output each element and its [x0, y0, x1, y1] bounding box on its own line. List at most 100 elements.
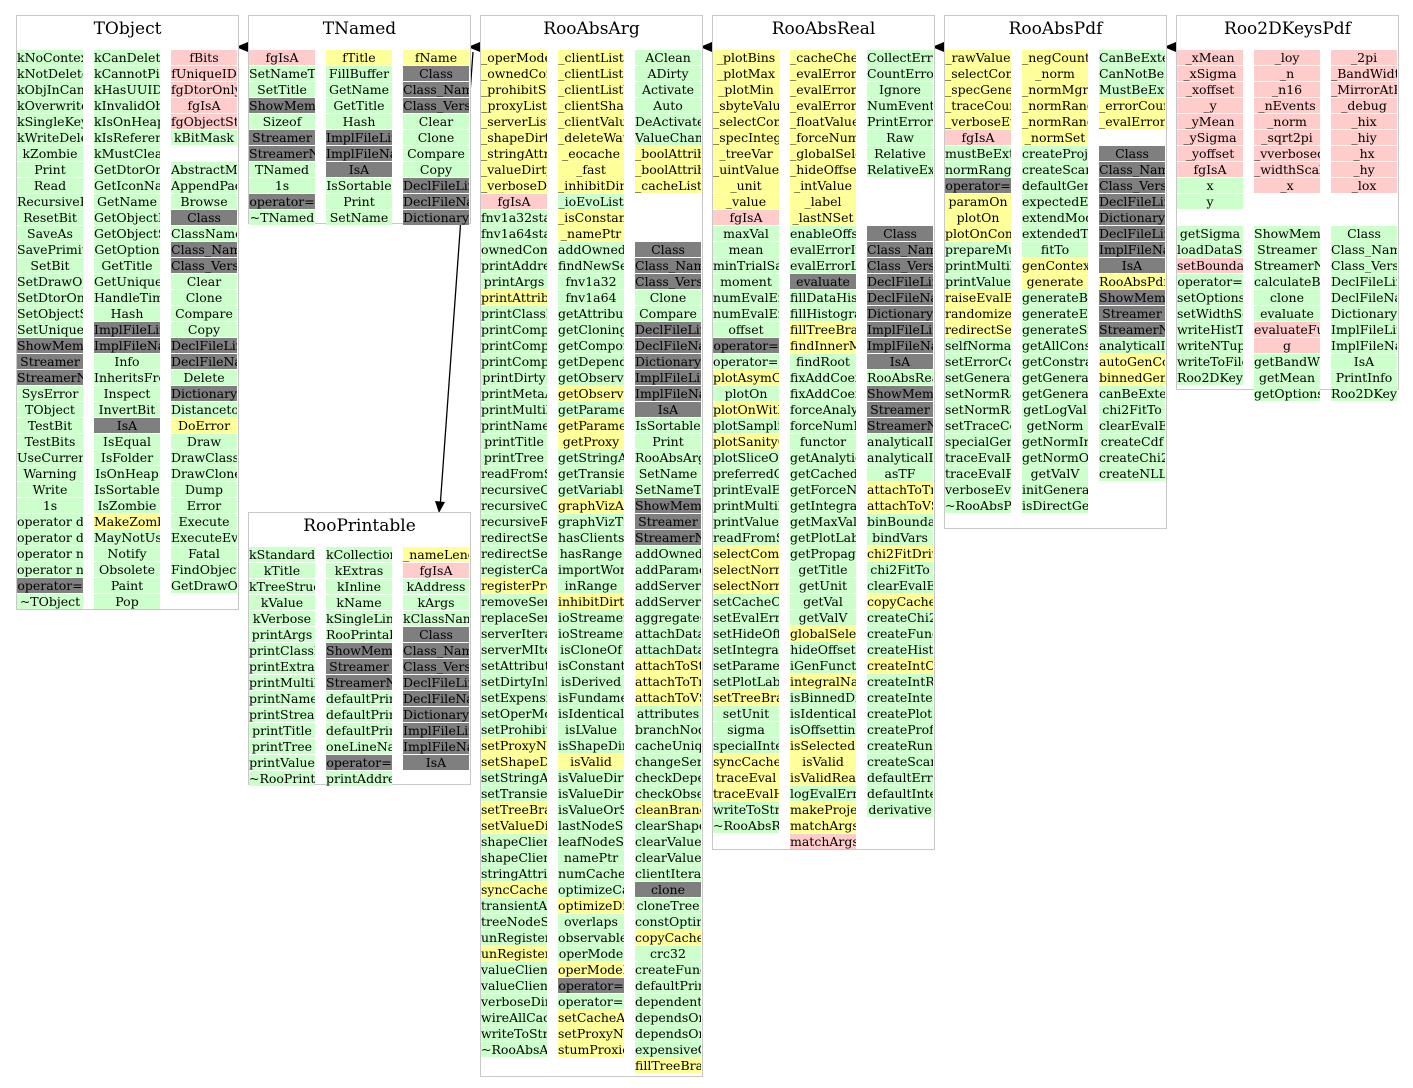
member-cell[interactable]: _norm [1022, 66, 1088, 81]
member-cell[interactable]: analyticalIntegral [867, 434, 933, 449]
member-cell[interactable]: Paint [94, 578, 160, 593]
member-cell[interactable]: cleanBranchNames [635, 802, 701, 817]
member-cell[interactable]: findRoot [790, 354, 856, 369]
member-cell[interactable]: expensiveObjectCache [635, 1042, 701, 1057]
member-cell[interactable]: maxVal [713, 226, 779, 241]
member-cell[interactable]: paramOn [945, 194, 1011, 209]
member-cell[interactable]: IsSortable [94, 482, 160, 497]
member-cell[interactable]: defaultErrorLevel [867, 770, 933, 785]
member-cell[interactable]: setProxyNormSet [558, 1026, 624, 1041]
member-cell[interactable]: Clone [403, 130, 469, 145]
member-cell[interactable]: evalErrorLoggingMode [790, 258, 856, 273]
member-cell[interactable]: kOverwrite [17, 98, 83, 113]
member-cell[interactable]: _serverList [481, 114, 547, 129]
member-cell[interactable]: ~RooAbsReal [713, 818, 779, 833]
member-cell[interactable]: Class_Name [867, 242, 933, 257]
member-cell[interactable]: ~TObject [17, 594, 83, 609]
member-cell[interactable]: _fast [558, 162, 624, 177]
member-cell[interactable]: printTree [249, 739, 315, 754]
member-cell[interactable]: _treeVar [713, 146, 779, 161]
member-cell[interactable]: operator= [17, 578, 83, 593]
member-cell[interactable]: Copy [403, 162, 469, 177]
member-cell[interactable]: TestBits [17, 434, 83, 449]
member-cell[interactable]: checkDependents [635, 770, 701, 785]
member-cell[interactable]: valueClientMIterator [481, 978, 547, 993]
member-cell[interactable]: _lox [1331, 178, 1397, 193]
member-cell[interactable]: fgIsA [403, 563, 469, 578]
member-cell[interactable]: namePtr [558, 850, 624, 865]
member-cell[interactable]: analyticalIntegralWN [867, 450, 933, 465]
member-cell[interactable]: clone [1254, 290, 1320, 305]
member-cell[interactable]: printCompactTree [481, 322, 547, 337]
member-cell[interactable]: syncCache [481, 882, 547, 897]
member-cell[interactable]: 1s [249, 178, 315, 193]
member-cell[interactable]: DeclFileName [635, 338, 701, 353]
member-cell[interactable]: writeHistToFile [1177, 322, 1243, 337]
member-cell[interactable]: branchNodeServerList [635, 722, 701, 737]
member-cell[interactable]: IsZombie [94, 498, 160, 513]
member-cell[interactable]: HandleTimer [94, 290, 160, 305]
member-cell[interactable]: getParameters [558, 402, 624, 417]
member-cell[interactable]: _globalSelectComp [790, 146, 856, 161]
member-cell[interactable]: GetDtorOnly [94, 162, 160, 177]
member-cell[interactable]: Class_Version [1331, 258, 1397, 273]
member-cell[interactable]: stumProxies [558, 1042, 624, 1057]
member-cell[interactable]: kValue [249, 595, 315, 610]
member-cell[interactable]: setBoundaryCorrection [1177, 258, 1243, 273]
member-cell[interactable]: clearShapeDirty [635, 818, 701, 833]
member-cell[interactable]: getVal [790, 594, 856, 609]
member-cell[interactable]: binBoundaries [867, 514, 933, 529]
member-cell[interactable]: Write [17, 482, 83, 497]
member-cell[interactable]: isOffsetting [790, 722, 856, 737]
member-cell[interactable]: findInnerMostIntegration [790, 338, 856, 353]
member-cell[interactable]: SetName [326, 210, 392, 225]
member-cell[interactable]: plotSliceOn [713, 450, 779, 465]
member-cell[interactable]: inhibitDirty [558, 594, 624, 609]
member-cell[interactable]: ImplFileName [1099, 242, 1165, 257]
member-cell[interactable]: numEvalErrorItems [713, 290, 779, 305]
member-cell[interactable]: _floatValue [790, 114, 856, 129]
member-cell[interactable]: kSingleKey [17, 114, 83, 129]
member-cell[interactable]: derivative [867, 802, 933, 817]
member-cell[interactable]: plotSamplingHint [713, 418, 779, 433]
member-cell[interactable]: MustBeExtended [1099, 82, 1165, 97]
member-cell[interactable]: Dictionary [171, 386, 237, 401]
member-cell[interactable]: DeclFileLine [867, 274, 933, 289]
member-cell[interactable]: setStringAttribute [481, 770, 547, 785]
member-cell[interactable]: createPlotProjection [867, 706, 933, 721]
member-cell[interactable]: isValid [558, 754, 624, 769]
member-cell[interactable]: createProfile [867, 722, 933, 737]
member-cell[interactable]: _traceCount [945, 98, 1011, 113]
member-cell[interactable]: 1s [17, 498, 83, 513]
member-cell[interactable]: asTF [867, 466, 933, 481]
member-cell[interactable]: _evalErrorCount [790, 66, 856, 81]
member-cell[interactable]: isBinnedDistribution [790, 690, 856, 705]
member-cell[interactable]: _nEvents [1254, 98, 1320, 113]
member-cell[interactable]: getCloningAncestors [558, 322, 624, 337]
member-cell[interactable]: printArgs [249, 627, 315, 642]
member-cell[interactable]: Dictionary [1099, 210, 1165, 225]
member-cell[interactable]: setIntegratorConfig [713, 642, 779, 657]
member-cell[interactable]: defaultPrintContents [635, 978, 701, 993]
member-cell[interactable]: CanBeExtended [1099, 50, 1165, 65]
member-cell[interactable]: writeToStream [481, 1026, 547, 1041]
member-cell[interactable]: setNormRangeOverride [945, 402, 1011, 417]
member-cell[interactable]: ClassName [171, 226, 237, 241]
member-cell[interactable]: selectNormalization [713, 562, 779, 577]
member-cell[interactable]: ShowMembers [635, 498, 701, 513]
member-cell[interactable]: Roo2DKeysPdf [1331, 386, 1397, 401]
member-cell[interactable]: printTitle [481, 434, 547, 449]
member-cell[interactable]: ExecuteEvent [171, 530, 237, 545]
member-cell[interactable]: DrawClass [171, 450, 237, 465]
member-cell[interactable]: getSigma [1177, 226, 1243, 241]
member-cell[interactable]: setExpensiveObjectCache [481, 690, 547, 705]
member-cell[interactable]: attachToTree [635, 674, 701, 689]
member-cell[interactable]: registerCache [481, 562, 547, 577]
member-cell[interactable]: _BandWidthType [1331, 66, 1397, 81]
member-cell[interactable]: getComponents [558, 338, 624, 353]
member-cell[interactable]: _plotMax [713, 66, 779, 81]
member-cell[interactable]: operator= [945, 178, 1011, 193]
member-cell[interactable]: _ownedComponents [481, 66, 547, 81]
member-cell[interactable]: _clientShapeIter [558, 98, 624, 113]
member-cell[interactable]: CanNotBeExtended [1099, 66, 1165, 81]
